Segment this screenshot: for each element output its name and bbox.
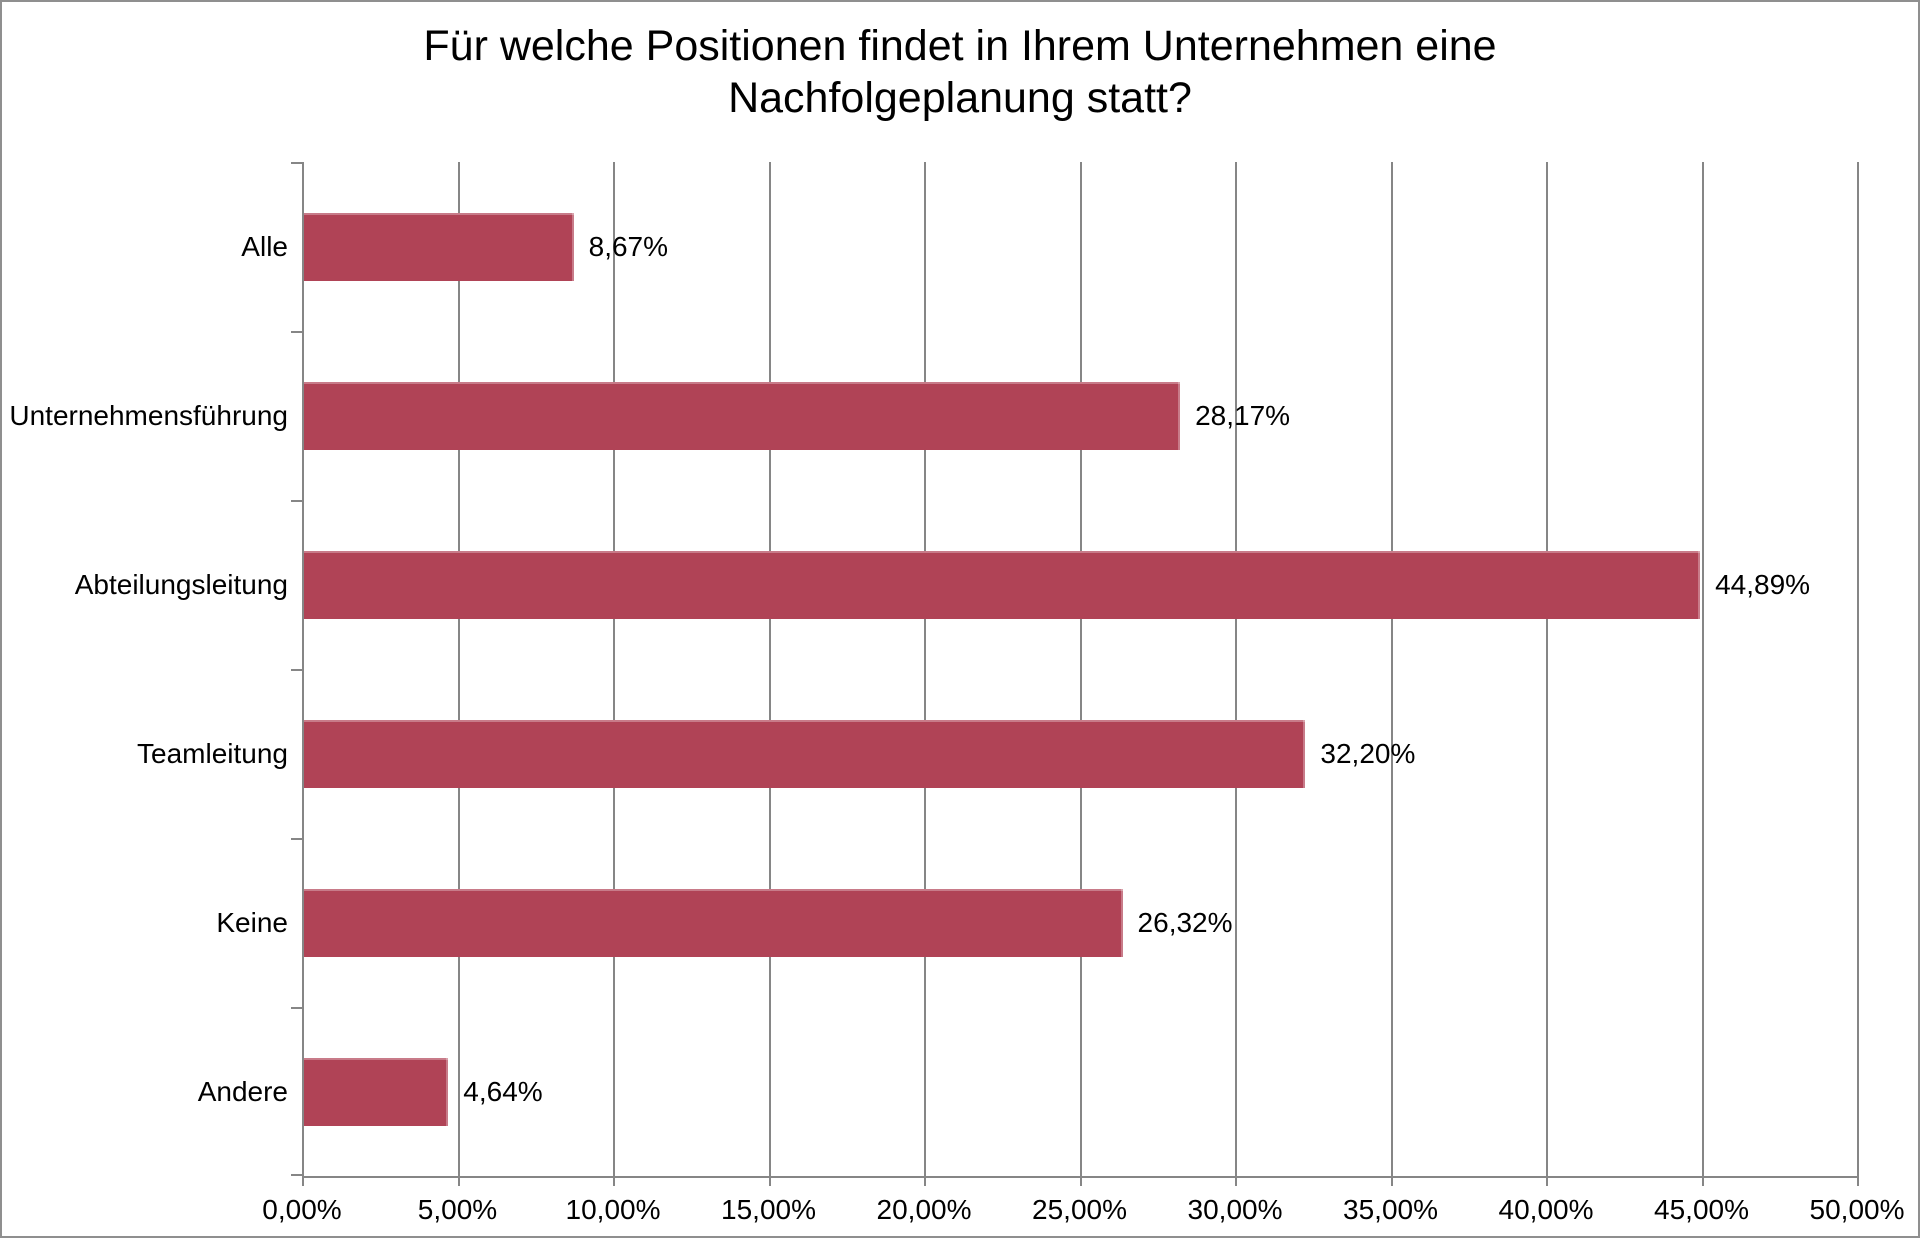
gridline bbox=[1857, 162, 1859, 1176]
bar bbox=[304, 719, 1306, 788]
gridline bbox=[1235, 162, 1237, 1176]
bar bbox=[304, 888, 1123, 957]
x-axis-tick bbox=[457, 1176, 460, 1186]
x-axis-tick bbox=[1701, 1176, 1704, 1186]
x-axis-tick bbox=[768, 1176, 771, 1186]
gridline bbox=[924, 162, 926, 1176]
bar-value-label: 44,89% bbox=[1715, 568, 1811, 600]
bar bbox=[304, 1057, 449, 1126]
category-label: Abteilungsleitung bbox=[74, 568, 288, 600]
category-label: Andere bbox=[197, 1075, 288, 1107]
x-axis-tick bbox=[1390, 1176, 1393, 1186]
gridline bbox=[1546, 162, 1548, 1176]
x-axis-tick bbox=[1235, 1176, 1237, 1186]
x-axis-tick bbox=[1546, 1176, 1548, 1186]
y-axis-tick bbox=[291, 1007, 302, 1009]
x-axis-tick-label: 0,00% bbox=[262, 1194, 342, 1225]
x-axis-tick-label: 20,00% bbox=[876, 1194, 972, 1225]
category-label: Keine bbox=[216, 906, 288, 938]
category-label: Teamleitung bbox=[137, 737, 288, 769]
x-axis-tick-label: 50,00% bbox=[1809, 1194, 1905, 1225]
gridline bbox=[613, 162, 615, 1176]
y-axis-tick bbox=[291, 669, 302, 671]
x-axis-tick-label: 15,00% bbox=[721, 1194, 816, 1225]
bar-value-label: 28,17% bbox=[1195, 399, 1291, 431]
x-axis-tick bbox=[924, 1176, 926, 1186]
y-axis-tick bbox=[291, 1174, 302, 1176]
x-axis-tick-label: 5,00% bbox=[417, 1194, 498, 1225]
category-label: Alle bbox=[241, 230, 288, 262]
x-axis-tick-label: 25,00% bbox=[1032, 1194, 1127, 1225]
gridline bbox=[457, 162, 460, 1176]
y-axis-tick bbox=[291, 838, 302, 840]
y-axis-tick bbox=[291, 500, 302, 502]
x-axis-tick bbox=[1079, 1176, 1082, 1186]
bar-value-label: 32,20% bbox=[1320, 737, 1416, 769]
x-axis-tick bbox=[613, 1176, 615, 1186]
gridline bbox=[1390, 162, 1393, 1176]
x-axis-tick bbox=[302, 1176, 304, 1186]
y-axis-tick bbox=[291, 331, 302, 333]
bar-value-label: 26,32% bbox=[1137, 906, 1233, 938]
bar bbox=[304, 381, 1181, 450]
chart-title: Für welche Positionen findet in Ihrem Un… bbox=[423, 22, 1497, 123]
x-axis-tick-label: 30,00% bbox=[1187, 1194, 1283, 1225]
bar bbox=[304, 550, 1701, 619]
gridline bbox=[1079, 162, 1082, 1176]
x-axis-tick-label: 45,00% bbox=[1654, 1194, 1749, 1225]
gridline bbox=[768, 162, 771, 1176]
x-axis-tick-label: 40,00% bbox=[1498, 1194, 1594, 1225]
x-axis-tick-label: 10,00% bbox=[565, 1194, 661, 1225]
x-axis-tick-label: 35,00% bbox=[1343, 1194, 1438, 1225]
bar-value-label: 8,67% bbox=[588, 230, 669, 262]
bar bbox=[304, 212, 574, 281]
y-axis-tick bbox=[291, 162, 302, 164]
gridline bbox=[1701, 162, 1704, 1176]
category-label: Unternehmensführung bbox=[9, 399, 288, 431]
x-axis-tick bbox=[1857, 1176, 1859, 1186]
bar-value-label: 4,64% bbox=[463, 1075, 543, 1107]
plot-area: 8,67% 28,17% 44,89% 32,20% 26,32% 4,64% bbox=[291, 162, 1859, 1186]
